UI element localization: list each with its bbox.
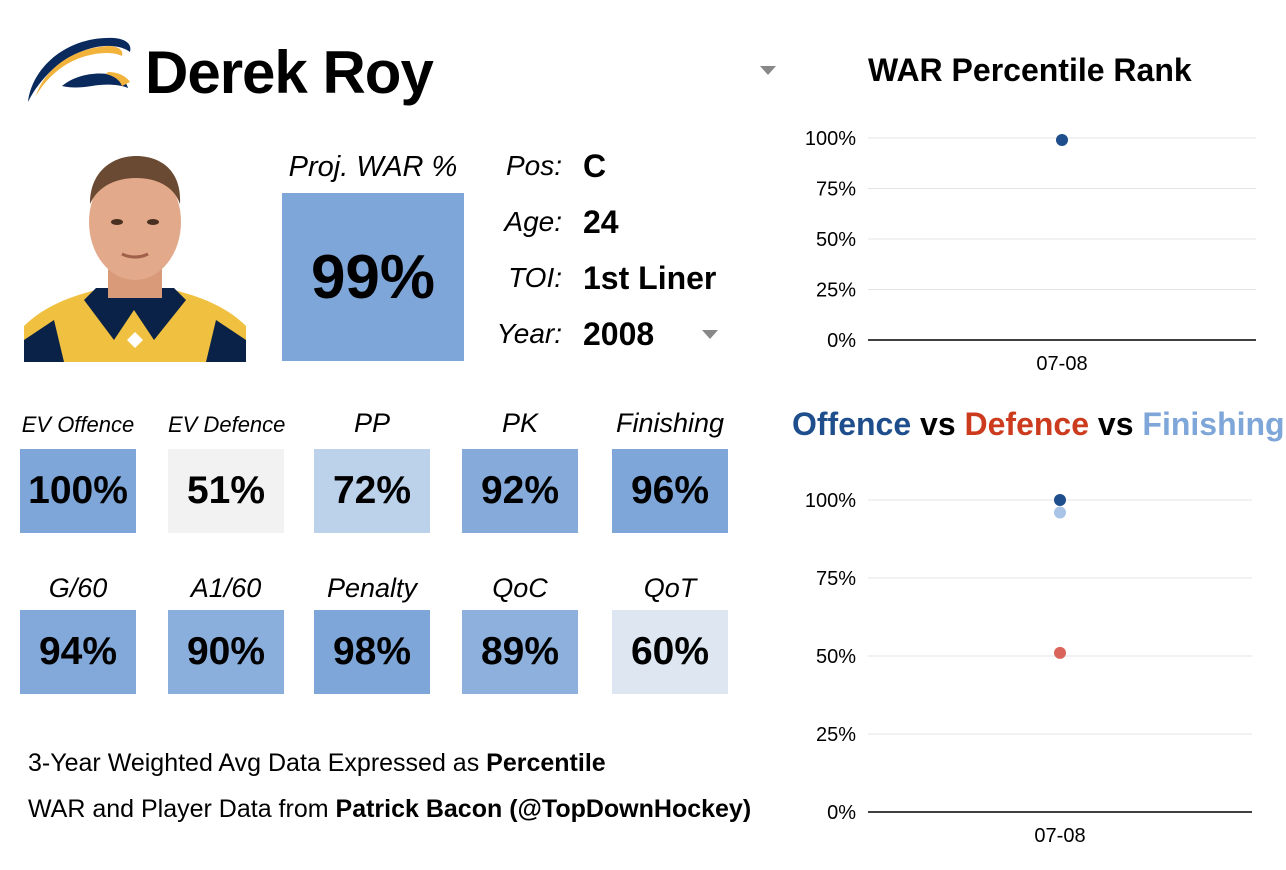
stat-label-penalty: Penalty [326, 573, 418, 603]
war-chart-title: WAR Percentile Rank [868, 52, 1192, 88]
y-tick-label: 25% [816, 724, 856, 746]
stat-label-a160: A1/60 [190, 573, 262, 603]
footnote-percentile-bold: Percentile [486, 749, 606, 777]
year-dropdown-icon[interactable] [702, 330, 718, 339]
pos-value: C [583, 148, 607, 184]
toi-value: 1st Liner [583, 260, 717, 296]
y-tick-label: 75% [816, 568, 856, 590]
stat-finishing: 96% [612, 449, 728, 533]
year-value[interactable]: 2008 [583, 316, 655, 352]
player-dropdown-icon[interactable] [760, 66, 776, 75]
title-part-offence: Offence [792, 406, 912, 442]
toi-label: TOI: [508, 262, 562, 293]
title-part-vs-1: vs [911, 406, 965, 442]
title-part-finishing: Finishing [1142, 406, 1285, 442]
y-tick-label: 100% [805, 490, 856, 512]
data-point [1054, 506, 1066, 519]
stat-ev-defence: 51% [168, 449, 284, 533]
pos-label: Pos: [505, 150, 562, 181]
stat-g60: 94% [20, 610, 136, 694]
stat-label-pk: PK [501, 408, 539, 438]
x-tick-label: 07-08 [1036, 353, 1087, 375]
footnote-percentile-text: 3-Year Weighted Avg Data Expressed as [28, 749, 487, 777]
components-chart: 0% 25% 50% 75% 100% 07-08 [805, 490, 1252, 847]
stat-label-g60: G/60 [48, 573, 108, 603]
stat-label-pp: PP [353, 408, 391, 438]
player-name: Derek Roy [145, 39, 434, 106]
stat-pk: 92% [462, 449, 578, 533]
stat-ev-offence: 100% [20, 449, 136, 533]
footnote-percentile: 3-Year Weighted Avg Data Expressed as Pe… [28, 747, 606, 779]
y-tick-label: 100% [805, 128, 856, 150]
proj-war-label: Proj. WAR % [288, 151, 458, 183]
data-point [1054, 646, 1066, 659]
stat-label-qot: QoT [643, 573, 697, 603]
y-tick-label: 50% [816, 229, 856, 251]
data-point [1054, 494, 1066, 506]
footnote-source-bold: Patrick Bacon (@TopDownHockey) [335, 795, 752, 823]
stat-pp: 72% [314, 449, 430, 533]
proj-war-value: 99% [282, 193, 464, 361]
year-label: Year: [496, 318, 562, 349]
age-value: 24 [583, 204, 619, 240]
y-tick-label: 0% [827, 802, 856, 824]
stat-label-ev-defence: EV Defence [168, 412, 286, 437]
player-photo [24, 150, 246, 362]
y-tick-label: 25% [816, 280, 856, 302]
x-tick-label: 07-08 [1034, 825, 1085, 847]
stat-qoc: 89% [462, 610, 578, 694]
stat-penalty: 98% [314, 610, 430, 694]
title-part-defence: Defence [964, 406, 1090, 442]
footnote-source: WAR and Player Data from Patrick Bacon (… [28, 793, 751, 825]
y-tick-label: 75% [816, 179, 856, 201]
stat-label-ev-offence: EV Offence [21, 412, 135, 437]
y-tick-label: 0% [827, 330, 856, 352]
stat-label-qoc: QoC [492, 573, 548, 603]
data-point [1056, 134, 1068, 147]
age-label: Age: [504, 206, 562, 237]
y-tick-label: 50% [816, 646, 856, 668]
stat-a160: 90% [168, 610, 284, 694]
stat-label-finishing: Finishing [615, 408, 725, 438]
war-percentile-chart: 0% 25% 50% 75% 100% 07-08 [805, 128, 1256, 375]
components-chart-title: Offence vs Defence vs Finishing [792, 404, 1285, 444]
team-logo [22, 30, 134, 106]
footnote-source-text: WAR and Player Data from [28, 795, 336, 823]
title-part-vs-2: vs [1089, 406, 1143, 442]
stat-qot: 60% [612, 610, 728, 694]
